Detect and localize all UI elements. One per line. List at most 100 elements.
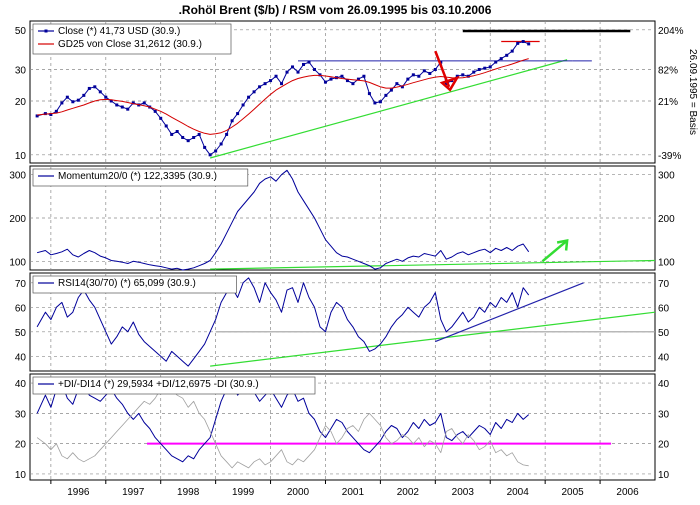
price-point [395,82,399,86]
price-point [527,42,531,46]
y-tick-label: 100 [9,257,26,268]
price-point [455,74,459,78]
price-point [170,132,174,136]
price-point [35,114,39,118]
legend-box [32,376,316,395]
price-point [521,40,525,44]
price-point [302,62,306,66]
x-tick-label: 1999 [232,487,255,498]
y-tick-label-right: 40 [658,352,670,363]
price-point [400,85,404,89]
price-point [444,82,448,86]
price-point [71,100,75,104]
price-point [274,74,278,78]
price-point [291,65,295,69]
y-tick-label-right: 21% [658,97,678,108]
y-tick-label: 50 [15,26,27,37]
y-tick-label: 30 [15,409,27,420]
support-trendline [209,59,568,159]
x-tick-label: 1996 [67,487,90,498]
price-point [384,93,388,97]
price-point [175,130,179,134]
y-tick-label-right: -39% [658,151,681,162]
price-point [225,132,229,136]
y-tick-label: 40 [15,352,27,363]
price-point [433,67,437,71]
y-tick-label: 60 [15,303,27,314]
price-point [312,67,316,71]
price-point [351,82,355,86]
price-point [280,82,284,86]
legend-box [32,23,232,55]
y-tick-label: 300 [9,171,26,182]
price-point [505,53,509,57]
y-tick-label-right: 82% [658,65,678,76]
legend-marker [44,29,48,33]
panel-frame [29,373,656,481]
price-point [181,135,185,139]
x-tick-label: 1997 [122,487,145,498]
price-point [428,71,432,75]
price-point [472,70,476,74]
green-arrow-head [556,238,569,251]
price-point [367,92,371,96]
price-point [120,105,124,109]
red-arrow-head [439,75,460,92]
price-point [307,60,311,64]
price-point [104,95,108,99]
rsi-blue-trendline [435,282,584,343]
price-point [153,109,157,113]
price-point [230,119,234,123]
price-point [241,103,245,107]
price-point [483,66,487,70]
y-tick-label-right: 50 [658,328,670,339]
y-tick-label: 40 [15,379,27,390]
price-point [345,79,349,83]
price-point [488,65,492,69]
price-point [186,139,190,143]
legend-box [32,275,237,294]
price-point [98,90,102,94]
price-point [76,98,80,102]
legend-label: GD25 von Close 31,2612 (30.9.) [58,39,202,50]
y-tick-label: 200 [9,214,26,225]
x-tick-label: 1998 [177,487,200,498]
price-point [499,57,503,61]
price-point [159,116,163,120]
y-tick-label-right: 200 [658,214,675,225]
momentum-series-line [36,169,530,271]
y-tick-label-right: 300 [658,171,675,182]
price-point [510,49,514,53]
price-point [269,79,273,83]
dmi-series-line [36,382,530,463]
x-tick-label: 2004 [507,487,530,498]
price-point [373,101,377,105]
y-tick-label-right: 40 [658,379,670,390]
right-axis-title: 26.09.1995 = Basis [687,49,698,135]
price-point [164,124,168,128]
legend-label: Momentum20/0 (*) 122,3395 (30.9.) [58,171,217,182]
price-point [362,74,366,78]
price-point [494,60,498,64]
legend-box [32,168,249,187]
x-tick-label: 2001 [342,487,365,498]
price-point [197,132,201,136]
x-tick-label: 2005 [561,487,584,498]
price-point [318,73,322,77]
x-tick-label: 2003 [452,487,475,498]
y-tick-label: 20 [15,97,27,108]
y-tick-label: 10 [15,470,27,481]
price-point [340,74,344,78]
x-tick-label: 2006 [616,487,639,498]
legend-label: RSI14(30/70) (*) 65,099 (30.9.) [58,278,196,289]
price-point [417,74,421,78]
y-tick-label-right: 60 [658,303,670,314]
green-arrow-shaft [541,239,568,263]
price-point [411,73,415,77]
price-point [406,77,410,81]
y-tick-label-right: 20 [658,440,670,451]
price-point [142,101,146,105]
price-point [247,95,251,99]
x-tick-label: 2000 [287,487,310,498]
